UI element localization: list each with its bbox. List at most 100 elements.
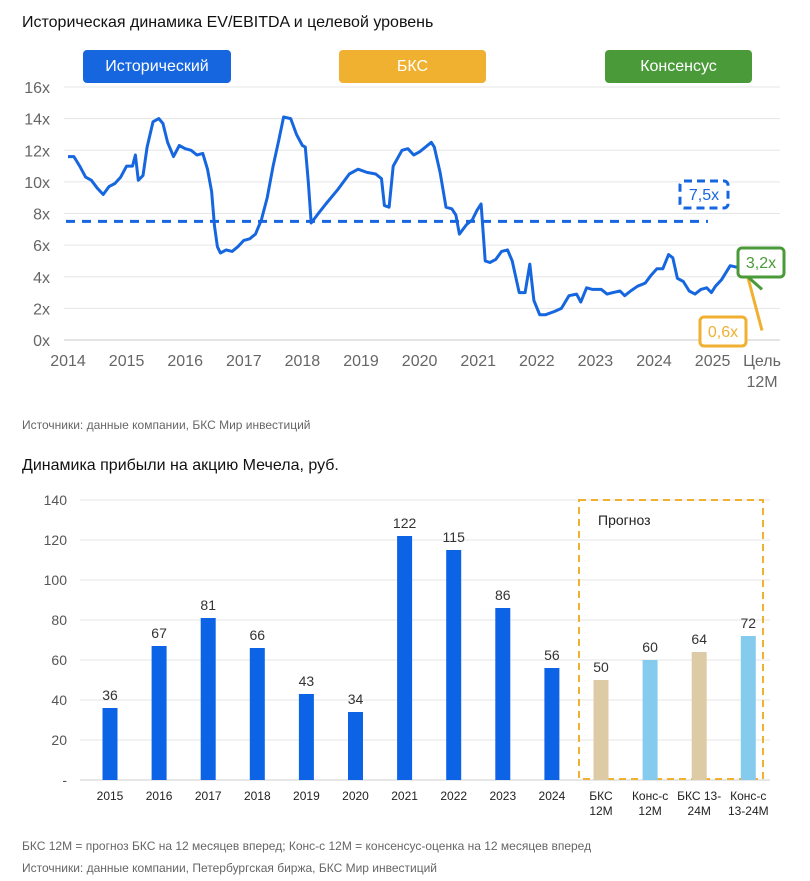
bks-callout-label: 0,6x xyxy=(708,324,738,341)
bar xyxy=(642,660,658,780)
bar xyxy=(298,694,314,780)
x-category-label: 12M xyxy=(638,804,661,818)
y-tick-label: 8x xyxy=(33,207,50,224)
bar xyxy=(348,712,363,780)
bar xyxy=(102,708,118,780)
x-category-label: 13-24M xyxy=(728,804,769,818)
x-category-label: 2023 xyxy=(489,789,516,803)
legend-consensus-label: Консенсус xyxy=(640,57,717,75)
x-tick-label: 2019 xyxy=(343,353,379,370)
bar-value-label: 43 xyxy=(299,673,315,689)
x-tick-label: 2014 xyxy=(50,353,86,370)
bar-value-label: 56 xyxy=(544,647,560,663)
bar-value-label: 115 xyxy=(443,529,466,545)
bar-value-label: 72 xyxy=(741,615,757,631)
y-tick-label: 60 xyxy=(51,652,67,668)
legend-bks: БКС xyxy=(339,50,486,83)
x-category-label: БКС xyxy=(589,789,613,803)
bar xyxy=(495,608,511,780)
x-tick-label: 2022 xyxy=(519,353,555,370)
consensus-callout-label: 3,2x xyxy=(746,255,776,272)
bks-callout-box xyxy=(698,315,748,348)
bar-value-label: 81 xyxy=(200,597,216,613)
y-tick-label: 14x xyxy=(24,112,50,129)
x-category-label: 12M xyxy=(589,804,612,818)
chart2-footnote: БКС 12M = прогноз БКС на 12 месяцев впер… xyxy=(22,839,592,853)
y-tick-label: - xyxy=(62,772,67,788)
ev-ebitda-chart: 0x 2x 4x 6x 8x 10x 12x 14x 16x 2014 2015 2016 2017 20… xyxy=(24,80,786,391)
y-tick-label: 100 xyxy=(44,572,68,588)
bar-value-label: 67 xyxy=(151,625,167,641)
x-tick-label-target: Цель xyxy=(743,353,781,370)
bar xyxy=(691,652,707,780)
x-tick-label: 2017 xyxy=(226,353,262,370)
bar-value-label: 50 xyxy=(593,659,609,675)
x-category-label: 2018 xyxy=(244,789,271,803)
bar xyxy=(397,536,413,780)
x-category-label: 2019 xyxy=(293,789,320,803)
chart2-title: Динамика прибыли на акцию Мечела, руб. xyxy=(22,457,339,474)
x-category-label: 2020 xyxy=(342,789,369,803)
y-tick-label: 2x xyxy=(33,301,50,318)
bar xyxy=(249,648,265,780)
y-tick-label: 6x xyxy=(33,238,50,255)
y-tick-label: 140 xyxy=(44,492,68,508)
y-tick-label: 12x xyxy=(24,143,50,160)
bar xyxy=(740,636,756,780)
x-tick-label: 2025 xyxy=(695,353,731,370)
x-category-label: Конс-с xyxy=(632,789,668,803)
y-tick-label: 4x xyxy=(33,270,50,287)
y-tick-label: 40 xyxy=(51,692,67,708)
bar-value-label: 60 xyxy=(642,639,658,655)
bks-projection-line xyxy=(746,276,764,331)
chart1-source: Источники: данные компании, БКС Мир инве… xyxy=(22,418,311,432)
x-tick-label: 2020 xyxy=(402,353,438,370)
eps-bar-chart: - 20 40 60 80 100 120 140 Прогноз 36 2015 67 2016 81 2… xyxy=(44,492,770,818)
forecast-box xyxy=(578,499,764,780)
bar xyxy=(593,680,609,780)
x-category-label: 2016 xyxy=(146,789,173,803)
y-tick-label: 20 xyxy=(51,732,67,748)
historical-line xyxy=(68,115,749,317)
average-callout-label: 7,5x xyxy=(689,187,719,204)
x-tick-label: 2016 xyxy=(167,353,203,370)
bar xyxy=(446,550,462,780)
bar-value-label: 66 xyxy=(250,627,266,643)
x-category-label: Конс-с xyxy=(730,789,766,803)
bar-value-label: 34 xyxy=(348,691,364,707)
forecast-label: Прогноз xyxy=(598,512,651,528)
y-tick-label: 10x xyxy=(24,175,50,192)
legend-bks-label: БКС xyxy=(396,57,429,75)
x-category-label: 2017 xyxy=(195,789,222,803)
y-tick-label: 0x xyxy=(33,333,50,350)
x-tick-label: 2023 xyxy=(578,353,614,370)
bar-value-label: 86 xyxy=(495,587,511,603)
bar-value-label: 36 xyxy=(102,687,118,703)
x-category-label: 24M xyxy=(688,804,711,818)
x-tick-label: 2018 xyxy=(285,353,321,370)
chart2-source: Источники: данные компании, Петербургска… xyxy=(22,861,438,875)
x-category-label: 2022 xyxy=(440,789,467,803)
x-category-label: 2024 xyxy=(539,789,566,803)
y-tick-label: 80 xyxy=(51,612,67,628)
x-category-label: 2021 xyxy=(391,789,418,803)
x-tick-label: 2015 xyxy=(109,353,145,370)
y-tick-label: 120 xyxy=(44,532,68,548)
consensus-callout-box xyxy=(736,246,786,279)
x-category-label: БКС 13- xyxy=(677,789,721,803)
x-tick-label: 2024 xyxy=(636,353,672,370)
bar-value-label: 64 xyxy=(691,631,707,647)
bar xyxy=(544,668,560,780)
x-tick-label-target-2: 12M xyxy=(746,374,777,391)
y-tick-label: 16x xyxy=(24,80,50,97)
legend-historical-label: Исторический xyxy=(105,57,209,75)
bar xyxy=(200,618,216,780)
bar-value-label: 122 xyxy=(393,515,417,531)
bar xyxy=(151,646,167,780)
x-category-label: 2015 xyxy=(97,789,124,803)
consensus-projection-line xyxy=(746,275,763,291)
average-callout-box xyxy=(678,179,730,210)
chart1-title: Историческая динамика EV/EBITDA и целево… xyxy=(22,14,434,31)
x-tick-label: 2021 xyxy=(460,353,496,370)
legend-consensus: Консенсус xyxy=(605,50,752,83)
